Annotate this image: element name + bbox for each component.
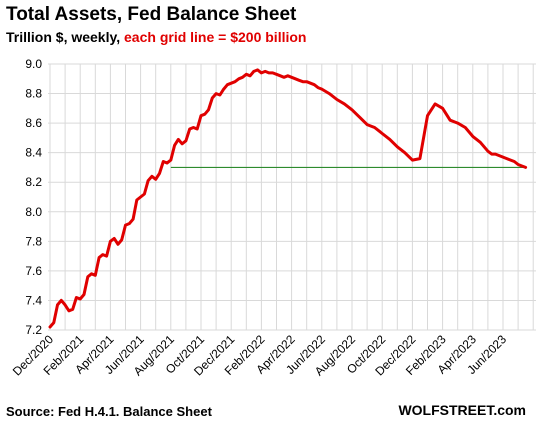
y-tick-label: 7.8 bbox=[25, 234, 42, 248]
series-group bbox=[48, 68, 528, 329]
source-note: Source: Fed H.4.1. Balance Sheet bbox=[6, 404, 212, 419]
chart-subtitle: Trillion $, weekly, each grid line = $20… bbox=[6, 29, 306, 45]
y-tick-label: 8.8 bbox=[25, 87, 42, 101]
gridlines bbox=[48, 63, 536, 331]
series-line-total-assets bbox=[48, 68, 528, 329]
y-axis-ticks: 7.2 7.4 7.6 7.8 8.0 8.2 8.4 8.6 8.8 9.0 bbox=[25, 57, 42, 337]
y-tick-label: 7.6 bbox=[25, 264, 42, 278]
y-tick-label: 7.4 bbox=[25, 293, 42, 307]
y-tick-label: 8.4 bbox=[25, 146, 42, 160]
y-tick-label: 8.0 bbox=[25, 205, 42, 219]
y-tick-label: 9.0 bbox=[25, 57, 42, 71]
chart-title: Total Assets, Fed Balance Sheet bbox=[6, 4, 297, 25]
y-tick-label: 8.6 bbox=[25, 116, 42, 130]
y-tick-label: 8.2 bbox=[25, 175, 42, 189]
brand-logo-text: WOLFSTREET.com bbox=[398, 402, 526, 418]
x-axis-ticks: Dec/2020Feb/2021Apr/2021Jun/2021Aug/2021… bbox=[10, 332, 509, 378]
subtitle-units: Trillion $, weekly, bbox=[6, 29, 125, 45]
subtitle-grid-note: each grid line = $200 billion bbox=[124, 29, 307, 45]
y-tick-label: 7.2 bbox=[25, 323, 42, 337]
